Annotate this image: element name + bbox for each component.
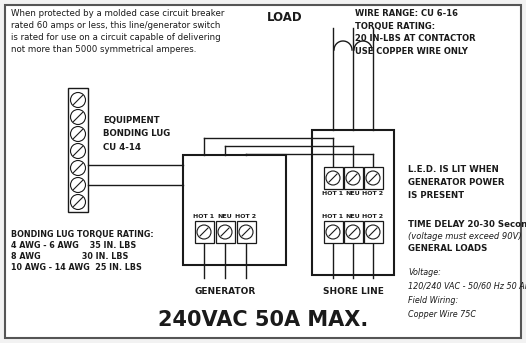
Text: 8 AWG               30 IN. LBS: 8 AWG 30 IN. LBS [11,252,128,261]
Bar [343,221,362,243]
Circle shape [70,161,86,176]
Bar [323,221,342,243]
Circle shape [239,225,253,239]
Text: (voltage must exceed 90V): (voltage must exceed 90V) [408,232,522,241]
Text: SHORE LINE: SHORE LINE [322,287,383,296]
Text: WIRE RANGE: CU 6-16
TORQUE RATING:
20 IN-LBS AT CONTACTOR
USE COPPER WIRE ONLY: WIRE RANGE: CU 6-16 TORQUE RATING: 20 IN… [355,9,476,56]
Text: NEU: NEU [346,214,360,219]
Text: LOAD: LOAD [267,11,303,24]
Text: NEU: NEU [218,214,232,219]
Circle shape [70,194,86,210]
Circle shape [197,225,211,239]
Text: L.E.D. IS LIT WHEN
GENERATOR POWER
IS PRESENT: L.E.D. IS LIT WHEN GENERATOR POWER IS PR… [408,165,504,200]
Bar [195,221,214,243]
Text: EQUIPMENT
BONDING LUG
CU 4-14: EQUIPMENT BONDING LUG CU 4-14 [103,116,170,152]
Text: When protected by a molded case circuit breaker
rated 60 amps or less, this line: When protected by a molded case circuit … [11,9,225,55]
Circle shape [70,177,86,192]
Circle shape [366,171,380,185]
Bar [312,130,394,275]
Circle shape [346,225,360,239]
Text: GENERATOR: GENERATOR [195,287,256,296]
Bar [363,167,382,189]
Circle shape [70,127,86,142]
Bar [237,221,256,243]
Text: HOT 2: HOT 2 [362,214,383,219]
Bar [68,88,88,212]
Text: HOT 1: HOT 1 [322,191,343,196]
Bar [183,155,286,265]
Text: 4 AWG - 6 AWG    35 IN. LBS: 4 AWG - 6 AWG 35 IN. LBS [11,241,136,250]
Text: NEU: NEU [346,191,360,196]
Bar [216,221,235,243]
Text: TIME DELAY 20-30 Seconds: TIME DELAY 20-30 Seconds [408,220,526,229]
Text: HOT 1: HOT 1 [322,214,343,219]
Bar [323,167,342,189]
Text: GENERAL LOADS: GENERAL LOADS [408,244,488,253]
Circle shape [326,225,340,239]
Text: BONDING LUG TORQUE RATING:: BONDING LUG TORQUE RATING: [11,230,154,239]
Text: HOT 2: HOT 2 [236,214,257,219]
Bar [343,167,362,189]
Text: HOT 1: HOT 1 [194,214,215,219]
Circle shape [366,225,380,239]
Circle shape [70,143,86,158]
Text: Voltage:
120/240 VAC - 50/60 Hz 50 Amp
Field Wiring:
Copper Wire 75C: Voltage: 120/240 VAC - 50/60 Hz 50 Amp F… [408,268,526,319]
Text: 240VAC 50A MAX.: 240VAC 50A MAX. [158,310,368,330]
Circle shape [326,171,340,185]
Circle shape [346,171,360,185]
Text: 10 AWG - 14 AWG  25 IN. LBS: 10 AWG - 14 AWG 25 IN. LBS [11,263,142,272]
Circle shape [70,109,86,125]
Circle shape [70,93,86,107]
Bar [363,221,382,243]
Text: HOT 2: HOT 2 [362,191,383,196]
Circle shape [218,225,232,239]
